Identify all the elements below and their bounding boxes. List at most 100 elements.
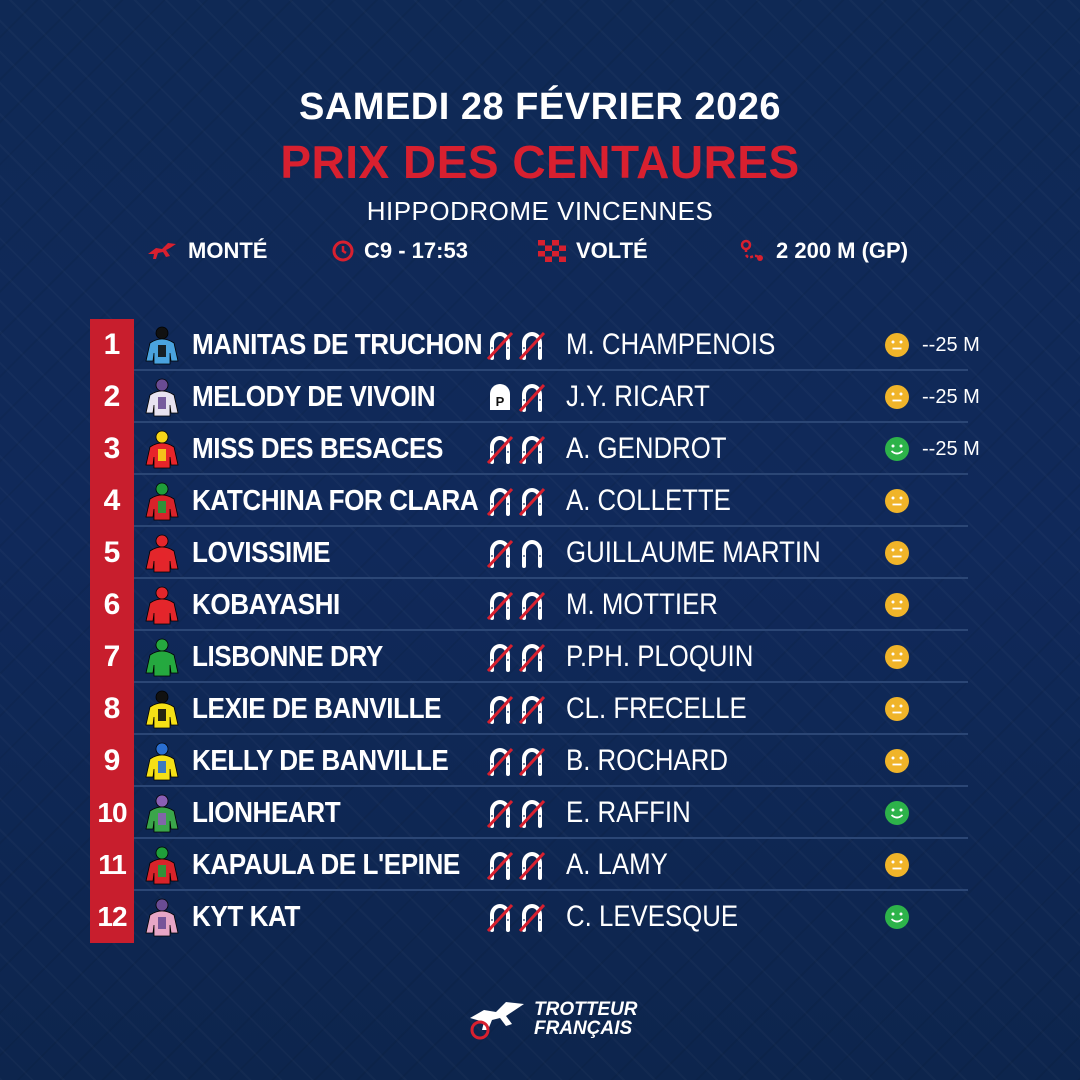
happy-face-icon bbox=[885, 437, 909, 461]
runner-number: 2 bbox=[90, 371, 134, 423]
unshod-horseshoe-icon bbox=[518, 487, 546, 516]
jockey-name: CL. FRECELLE bbox=[566, 692, 747, 725]
neutral-face-icon bbox=[885, 541, 909, 565]
neutral-face-icon bbox=[885, 697, 909, 721]
row-divider bbox=[134, 577, 968, 579]
race-title: PRIX DES CENTAURES bbox=[280, 136, 800, 188]
jockey-name: J.Y. RICART bbox=[566, 380, 710, 413]
runner-row: 9 KELLY DE BANVILLE B. ROCHARD bbox=[90, 735, 1010, 787]
row-divider bbox=[134, 837, 968, 839]
shoeing-indicator bbox=[486, 486, 546, 516]
runner-number: 12 bbox=[90, 891, 134, 943]
runner-number: 11 bbox=[90, 839, 134, 891]
shoeing-indicator bbox=[486, 694, 546, 724]
runner-number: 10 bbox=[90, 787, 134, 839]
happy-face-icon bbox=[885, 905, 909, 929]
runner-row: 12 KYT KAT C. LEVESQUE bbox=[90, 891, 1010, 943]
runner-number: 4 bbox=[90, 475, 134, 527]
neutral-face-icon bbox=[885, 385, 909, 409]
jockey-name: A. LAMY bbox=[566, 848, 668, 881]
horse-name: MANITAS DE TRUCHON bbox=[192, 329, 483, 361]
race-info-bar: MONTÉ C9 - 17:53 VOLTÉ 2 200 M (GP) bbox=[0, 238, 1080, 274]
horse-name: MISS DES BESACES bbox=[192, 433, 443, 465]
route-icon bbox=[740, 239, 763, 261]
jockey-silks-icon bbox=[145, 794, 179, 833]
plate-shoe-icon: P bbox=[490, 384, 510, 410]
unshod-horseshoe-icon bbox=[518, 695, 546, 724]
shoeing-indicator bbox=[486, 434, 546, 464]
horse-logo-icon bbox=[470, 1002, 524, 1040]
jockey-silks-icon bbox=[145, 378, 179, 417]
start-type-label: VOLTÉ bbox=[576, 238, 648, 263]
unshod-horseshoe-icon bbox=[486, 747, 514, 776]
jockey-silks-icon bbox=[145, 586, 179, 625]
unshod-horseshoe-icon bbox=[518, 435, 546, 464]
jockey-name: A. GENDROT bbox=[566, 432, 727, 465]
horse-name: MELODY DE VIVOIN bbox=[192, 381, 436, 413]
jockey-silks-icon bbox=[145, 430, 179, 469]
jockey-silks-icon bbox=[145, 482, 179, 521]
race-time-info: C9 - 17:53 bbox=[332, 238, 468, 264]
neutral-face-icon bbox=[885, 489, 909, 513]
jockey-silks-icon bbox=[145, 326, 179, 365]
race-venue: HIPPODROME VINCENNES bbox=[366, 196, 714, 226]
start-type-info: VOLTÉ bbox=[538, 238, 648, 264]
svg-text:P: P bbox=[496, 394, 505, 409]
row-divider bbox=[134, 889, 968, 891]
unshod-horseshoe-icon bbox=[518, 591, 546, 620]
unshod-horseshoe-icon bbox=[518, 383, 546, 412]
unshod-horseshoe-icon bbox=[518, 331, 546, 360]
shoeing-indicator bbox=[486, 538, 546, 568]
runner-number: 1 bbox=[90, 319, 134, 371]
runner-row: 7 LISBONNE DRY P.PH. PLOQUIN bbox=[90, 631, 1010, 683]
jockey-silks-icon bbox=[145, 638, 179, 677]
jockey-silks-icon bbox=[145, 534, 179, 573]
jockey-name: C. LEVESQUE bbox=[566, 900, 739, 933]
horse-name: KOBAYASHI bbox=[192, 589, 340, 621]
unshod-horseshoe-icon bbox=[518, 851, 546, 880]
runner-row: 6 KOBAYASHI M. MOTTIER bbox=[90, 579, 1010, 631]
row-divider bbox=[134, 733, 968, 735]
jockey-silks-icon bbox=[145, 690, 179, 729]
distance-info: 2 200 M (GP) bbox=[740, 238, 908, 264]
jockey-name: M. CHAMPENOIS bbox=[566, 328, 776, 361]
jockey-name: GUILLAUME MARTIN bbox=[566, 536, 821, 569]
horse-name: KYT KAT bbox=[192, 901, 301, 933]
unshod-horseshoe-icon bbox=[486, 695, 514, 724]
jockey-silks-icon bbox=[145, 846, 179, 885]
shoeing-indicator bbox=[486, 330, 546, 360]
logo-line-1: TROTTEUR bbox=[534, 999, 638, 1020]
runner-row: 5 LOVISSIME GUILLAUME MARTIN bbox=[90, 527, 1010, 579]
row-divider bbox=[134, 525, 968, 527]
race-time-label: C9 - 17:53 bbox=[364, 238, 468, 263]
runner-number: 6 bbox=[90, 579, 134, 631]
runner-row: 11 KAPAULA DE L'EPINE A. LAMY bbox=[90, 839, 1010, 891]
race-date: SAMEDI 28 FÉVRIER 2026 bbox=[299, 86, 781, 128]
shoeing-indicator bbox=[486, 746, 546, 776]
neutral-face-icon bbox=[885, 333, 909, 357]
row-divider bbox=[134, 629, 968, 631]
handicap-distance: --25 M bbox=[922, 334, 980, 356]
runner-row: 3 MISS DES BESACES A. GENDROT --25 M bbox=[90, 423, 1010, 475]
jockey-name: B. ROCHARD bbox=[566, 744, 728, 777]
handicap-distance: --25 M bbox=[922, 386, 980, 408]
jockey-name: P.PH. PLOQUIN bbox=[566, 640, 754, 673]
unshod-horseshoe-icon bbox=[486, 487, 514, 516]
horseshoe-icon bbox=[522, 540, 542, 568]
neutral-face-icon bbox=[885, 645, 909, 669]
neutral-face-icon bbox=[885, 853, 909, 877]
unshod-horseshoe-icon bbox=[486, 851, 514, 880]
unshod-horseshoe-icon bbox=[486, 435, 514, 464]
row-divider bbox=[134, 473, 968, 475]
jockey-name: E. RAFFIN bbox=[566, 796, 691, 829]
horse-name: KELLY DE BANVILLE bbox=[192, 745, 449, 777]
runner-number: 3 bbox=[90, 423, 134, 475]
shoeing-indicator: P bbox=[486, 382, 546, 412]
runner-row: 4 KATCHINA FOR CLARA A. COLLETTE bbox=[90, 475, 1010, 527]
row-divider bbox=[134, 681, 968, 683]
unshod-horseshoe-icon bbox=[518, 643, 546, 672]
runner-number: 7 bbox=[90, 631, 134, 683]
discipline-label: MONTÉ bbox=[188, 238, 268, 263]
jockey-silks-icon bbox=[145, 898, 179, 937]
horse-name: LISBONNE DRY bbox=[192, 641, 383, 673]
